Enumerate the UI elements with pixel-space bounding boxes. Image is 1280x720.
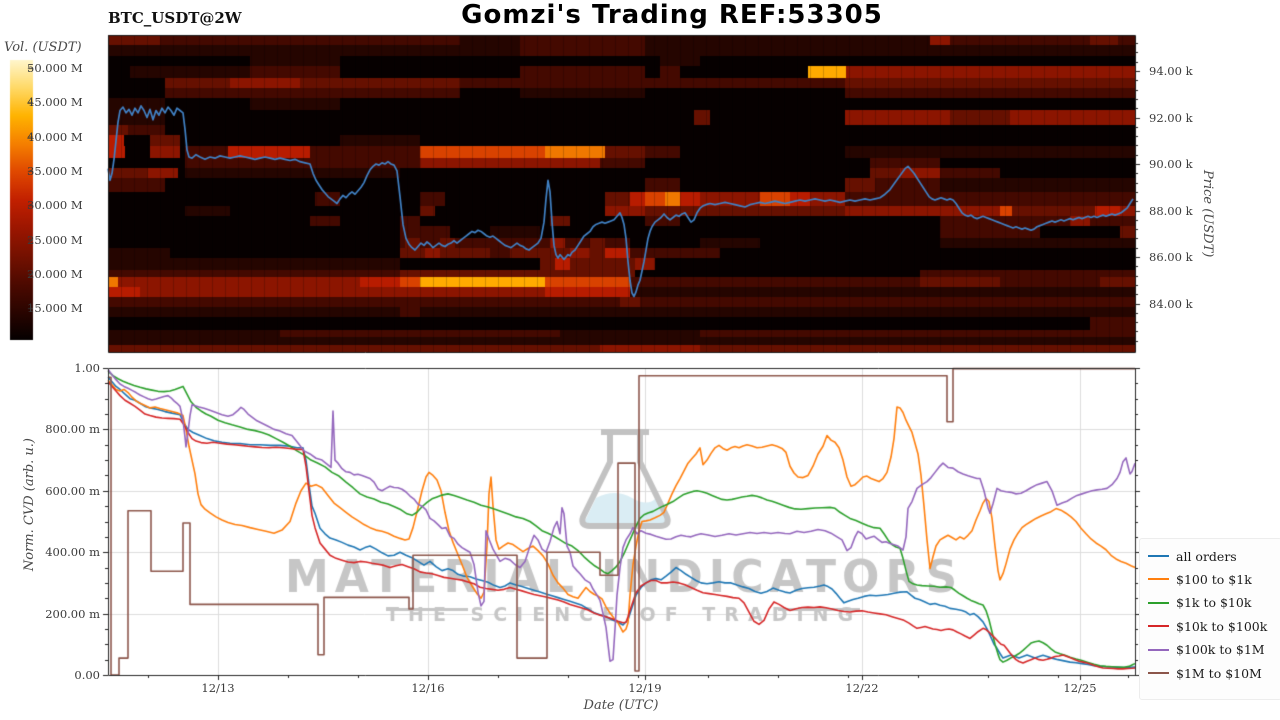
date-tick-label: 12/19: [628, 681, 662, 695]
colorbar-tick-label: 40.000 M: [27, 129, 83, 144]
price-tick-label: 90.00 k: [1149, 157, 1193, 171]
legend-entry: all orders: [1148, 546, 1237, 566]
symbol-label: BTC_USDT@2W: [108, 9, 242, 27]
legend-label: $100k to $1M: [1176, 642, 1265, 658]
date-tick-label: 12/25: [1063, 681, 1097, 695]
price-tick-label: 94.00 k: [1149, 64, 1193, 78]
date-tick-label: 12/16: [411, 681, 445, 695]
colorbar-tick-label: 35.000 M: [27, 163, 83, 178]
legend-entry: $1M to $10M: [1148, 663, 1262, 683]
date-tick-label: 12/22: [845, 681, 879, 695]
colorbar-axis-label: Vol. (USDT): [4, 40, 82, 55]
price-tick-label: 84.00 k: [1149, 296, 1193, 311]
price-tick-label: 92.00 k: [1149, 110, 1193, 125]
legend-label: $100 to $1k: [1176, 571, 1252, 587]
page-title: Gomzi's Trading REF:53305: [461, 0, 883, 30]
cvd-tick-label: 200.00 m: [45, 606, 100, 621]
cvd-tick-label: 600.00 m: [45, 483, 100, 498]
cvd-tick-label: 400.00 m: [45, 545, 100, 560]
legend-line-swatch: [1148, 625, 1169, 628]
legend-line-swatch: [1148, 578, 1169, 581]
price-tick-label: 86.00 k: [1149, 250, 1193, 264]
legend-line-swatch: [1148, 601, 1169, 604]
legend: all orders $100 to $1k $1k to $10k $10k to …: [1139, 538, 1280, 700]
orderbook-heatmap-canvas: [0, 0, 1280, 362]
legend-line-swatch: [1148, 672, 1169, 674]
legend-line-swatch: [1148, 555, 1169, 557]
price-axis-label: Price (USDT): [1200, 170, 1215, 258]
cvd-tick-label: 1.00: [74, 361, 100, 375]
colorbar-tick-label: 45.000 M: [27, 95, 83, 110]
legend-entry: $10k to $100k: [1148, 616, 1267, 636]
colorbar-tick-label: 25.000 M: [27, 232, 83, 247]
price-tick-label: 88.00 k: [1149, 203, 1193, 218]
date-tick-label: 12/13: [201, 681, 235, 695]
colorbar-tick-label: 15.000 M: [27, 301, 83, 316]
legend-label: all orders: [1176, 548, 1237, 564]
colorbar-tick-label: 50.000 M: [27, 61, 83, 75]
colorbar-tick-label: 30.000 M: [27, 198, 83, 213]
legend-label: $1M to $10M: [1176, 665, 1262, 681]
cvd-chart-canvas: [0, 362, 1280, 720]
date-axis-label: Date (UTC): [583, 698, 659, 713]
legend-entry: $1k to $10k: [1148, 593, 1251, 613]
legend-entry: $100k to $1M: [1148, 640, 1265, 660]
legend-label: $10k to $100k: [1176, 618, 1268, 634]
cvd-tick-label: 0.00: [74, 668, 100, 682]
colorbar-tick-label: 20.000 M: [27, 266, 83, 281]
legend-entry: $100 to $1k: [1148, 569, 1252, 589]
legend-label: $1k to $10k: [1176, 595, 1252, 611]
cvd-tick-label: 800.00 m: [45, 422, 100, 437]
legend-line-swatch: [1148, 648, 1169, 651]
